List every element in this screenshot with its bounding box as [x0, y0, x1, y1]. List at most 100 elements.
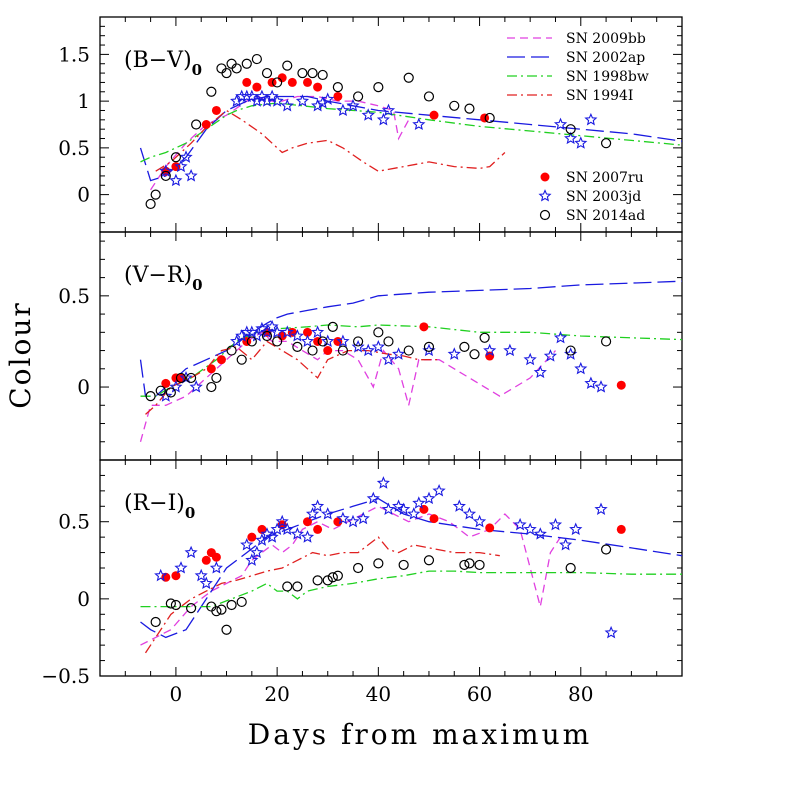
point-sn-2007ru: [211, 105, 221, 115]
panel-frame: [99, 459, 683, 677]
point-sn-2007ru: [247, 532, 257, 542]
point-sn-2003jd: [300, 334, 315, 348]
point-sn-2014ad: [150, 616, 161, 628]
point-sn-2014ad: [170, 152, 182, 163]
point-sn-2007ru: [616, 524, 626, 534]
point-sn-2014ad: [236, 354, 247, 365]
x-axis-label: Days from maximum: [248, 718, 592, 751]
point-sn-2014ad: [272, 77, 283, 88]
y-tick-label: 1.5: [58, 42, 90, 66]
point-sn-2003jd: [412, 496, 426, 509]
point-sn-2014ad: [565, 124, 576, 135]
point-sn-2007ru: [429, 110, 439, 120]
point-sn-2007ru: [333, 91, 343, 101]
x-tick-label: 80: [568, 682, 593, 706]
point-sn-2014ad: [175, 372, 187, 384]
legend-marker-sn-2007ru: [540, 172, 550, 182]
point-sn-2003jd: [240, 537, 254, 551]
point-sn-2003jd: [184, 545, 198, 559]
point-sn-2014ad: [459, 341, 470, 353]
point-sn-2014ad: [600, 336, 612, 347]
point-sn-2003jd: [392, 347, 406, 360]
point-sn-2014ad: [464, 558, 475, 569]
y-tick-label: 1: [77, 89, 90, 113]
series-sn-2002ap-line: [139, 280, 682, 397]
point-sn-2014ad: [403, 72, 414, 83]
series-sn-1998bw-line: [140, 570, 682, 608]
legend-label-sn-2002ap: SN 2002ap: [566, 50, 645, 66]
point-sn-2003jd: [321, 92, 335, 105]
point-sn-2014ad: [261, 67, 273, 79]
y-tick-label: 0: [77, 587, 90, 611]
chart-legend: SN 2009bb SN 2002ap SN 1998bw SN 1994I SN 20…: [507, 31, 649, 224]
point-sn-2014ad: [332, 570, 343, 581]
point-sn-2003jd: [564, 131, 578, 145]
point-sn-2003jd: [381, 352, 396, 366]
point-sn-2014ad: [216, 604, 227, 615]
point-sn-2003jd: [311, 98, 325, 112]
point-sn-2007ru: [277, 73, 287, 83]
point-sn-2003jd: [376, 112, 390, 126]
point-sn-2003jd: [336, 334, 350, 348]
point-sn-2003jd: [523, 522, 537, 536]
point-sn-2014ad: [165, 598, 176, 609]
series-sn-2009bb-line: [150, 95, 410, 191]
point-sn-2014ad: [211, 372, 222, 384]
point-sn-2003jd: [169, 173, 183, 187]
point-sn-2003jd: [594, 502, 608, 515]
point-sn-2003jd: [209, 561, 223, 574]
point-sn-2003jd: [321, 334, 335, 348]
point-sn-2007ru: [252, 82, 262, 92]
point-sn-2014ad: [246, 336, 257, 347]
point-sn-2014ad: [317, 336, 328, 347]
y-tick-label: 0.5: [58, 136, 90, 160]
series-sn-2002ap-line: [139, 95, 682, 182]
point-sn-2003jd: [543, 349, 557, 362]
point-sn-2014ad: [236, 596, 247, 608]
point-sn-2003jd: [447, 347, 461, 360]
point-sn-2014ad: [251, 53, 262, 65]
point-sn-2014ad: [292, 341, 303, 353]
point-sn-2014ad: [327, 572, 338, 583]
point-sn-2003jd: [265, 530, 279, 543]
point-sn-2003jd: [300, 530, 315, 543]
point-sn-2003jd: [154, 568, 168, 582]
point-sn-2007ru: [201, 555, 211, 565]
point-sn-2003jd: [179, 370, 193, 384]
point-sn-2003jd: [574, 361, 588, 375]
y-tick-label: 0.5: [58, 510, 90, 534]
panel-label-subscript: 0: [185, 504, 195, 522]
legend-label-sn-2009bb: SN 2009bb: [566, 31, 646, 47]
legend-label-sn-1994i: SN 1994I: [566, 88, 633, 104]
point-sn-2003jd: [295, 94, 310, 107]
point-sn-2003jd: [397, 502, 411, 515]
point-sn-2003jd: [559, 538, 573, 551]
point-sn-2003jd: [371, 339, 385, 353]
x-tick-label: 40: [366, 682, 391, 706]
point-sn-2003jd: [179, 150, 193, 163]
point-sn-2014ad: [206, 381, 217, 393]
point-sn-2014ad: [423, 341, 435, 353]
point-sn-2014ad: [459, 559, 470, 571]
series-sn-1998bw-line: [140, 102, 682, 163]
point-sn-2014ad: [423, 555, 435, 566]
panel-data: [139, 280, 682, 442]
point-sn-2003jd: [336, 511, 350, 525]
point-sn-2003jd: [422, 491, 436, 505]
point-sn-2014ad: [353, 562, 364, 574]
point-sn-2003jd: [361, 343, 375, 357]
point-sn-2003jd: [392, 499, 406, 512]
point-sn-2003jd: [351, 340, 365, 353]
point-sn-2014ad: [464, 103, 475, 114]
point-sn-2003jd: [513, 517, 527, 531]
point-sn-2003jd: [311, 325, 325, 338]
point-sn-2014ad: [231, 63, 242, 74]
legend-label-sn-2014ad: SN 2014ad: [566, 208, 645, 224]
point-sn-2003jd: [376, 476, 390, 489]
point-sn-2014ad: [373, 82, 384, 93]
point-sn-2014ad: [353, 336, 364, 347]
point-sn-2014ad: [261, 330, 273, 342]
y-tick-label: 0: [77, 183, 90, 207]
y-axis-label: Colour: [4, 301, 37, 409]
legend-marker-sn-2014ad: [539, 209, 551, 221]
